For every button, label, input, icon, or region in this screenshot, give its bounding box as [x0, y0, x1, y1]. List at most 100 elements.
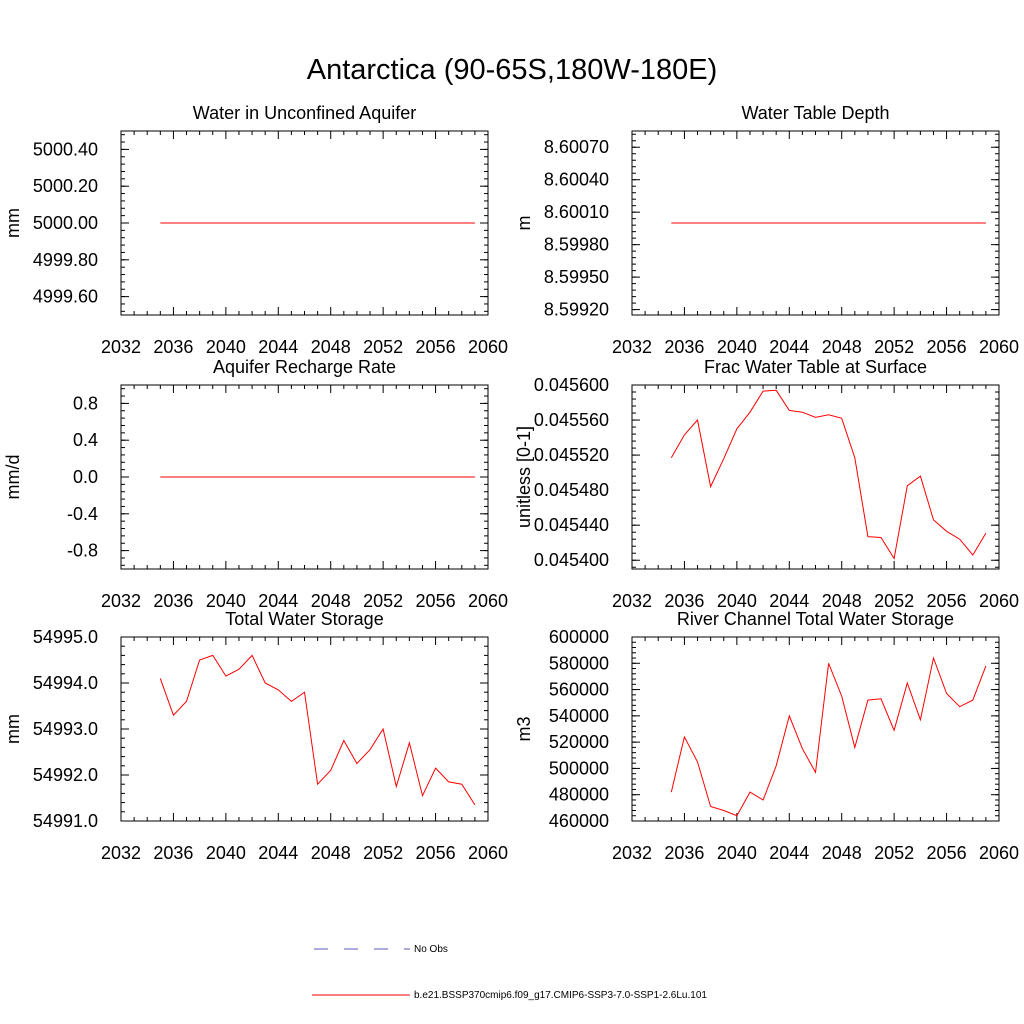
y-tick-label: 460000: [549, 811, 609, 831]
legend-model-label: b.e21.BSSP370cmip6.f09_g17.CMIP6-SSP3-7.…: [414, 990, 707, 1001]
x-tick-label: 2048: [311, 591, 351, 611]
x-tick-label: 2040: [206, 591, 246, 611]
x-tick-label: 2048: [822, 843, 862, 863]
x-tick-label: 2056: [927, 591, 967, 611]
chart-panel-5: Total Water Storage mm 2032 2036 2040 2044 204…: [3, 609, 508, 863]
x-tick-label: 2044: [258, 591, 298, 611]
x-tick-label: 2036: [664, 337, 704, 357]
y-axis-label: m: [514, 216, 534, 231]
y-tick-label: 600000: [549, 627, 609, 647]
y-tick-label: 4999.80: [33, 250, 98, 270]
x-tick-label: 2048: [822, 591, 862, 611]
chart-panel-3: Aquifer Recharge Rate mm/d 2032 2036 2040 204…: [3, 357, 508, 611]
y-tick-label: 560000: [549, 680, 609, 700]
chart-title: Frac Water Table at Surface: [704, 357, 927, 377]
y-axis-label: unitless [0-1]: [514, 426, 534, 528]
x-tick-label: 2032: [101, 591, 141, 611]
x-tick-label: 2052: [363, 591, 403, 611]
x-tick-label: 2056: [927, 337, 967, 357]
x-tick-label: 2052: [874, 591, 914, 611]
x-tick-label: 2060: [468, 591, 508, 611]
chart-panel-4: Frac Water Table at Surface unitless [0-1…: [514, 357, 1019, 611]
y-tick-label: 0.0: [73, 467, 98, 487]
y-tick-label: 0.4: [73, 430, 98, 450]
y-axis-label: mm: [3, 208, 23, 238]
legend-obs-label: No Obs: [414, 944, 448, 955]
x-tick-label: 2044: [258, 843, 298, 863]
x-tick-label: 2044: [258, 337, 298, 357]
x-tick-label: 2032: [101, 843, 141, 863]
x-tick-label: 2040: [717, 843, 757, 863]
x-tick-label: 2040: [206, 843, 246, 863]
x-tick-label: 2044: [769, 337, 809, 357]
y-tick-label: 4999.60: [33, 287, 98, 307]
x-tick-label: 2044: [769, 591, 809, 611]
x-tick-label: 2044: [769, 843, 809, 863]
x-tick-label: 2032: [612, 337, 652, 357]
y-tick-label: 8.60070: [544, 137, 609, 157]
x-tick-label: 2056: [416, 591, 456, 611]
y-tick-label: 8.59950: [544, 267, 609, 287]
x-tick-label: 2048: [311, 843, 351, 863]
x-tick-label: 2036: [664, 843, 704, 863]
x-tick-label: 2056: [927, 843, 967, 863]
x-tick-label: 2056: [416, 337, 456, 357]
chart-title: Total Water Storage: [225, 609, 383, 629]
y-tick-label: -0.8: [67, 541, 98, 561]
y-tick-label: 54995.0: [33, 627, 98, 647]
x-tick-label: 2040: [717, 591, 757, 611]
y-tick-label: 54993.0: [33, 719, 98, 739]
chart-title: River Channel Total Water Storage: [677, 609, 954, 629]
y-tick-label: 5000.20: [33, 176, 98, 196]
x-tick-label: 2060: [468, 843, 508, 863]
y-axis-label: m3: [514, 716, 534, 741]
y-tick-label: 0.045400: [534, 550, 609, 570]
y-tick-label: -0.4: [67, 504, 98, 524]
y-axis-label: mm: [3, 714, 23, 744]
x-tick-label: 2060: [979, 843, 1019, 863]
y-tick-label: 540000: [549, 706, 609, 726]
x-tick-label: 2036: [664, 591, 704, 611]
x-tick-label: 2056: [416, 843, 456, 863]
chart-title: Aquifer Recharge Rate: [213, 357, 396, 377]
chart-panel-2: Water Table Depth m 2032 2036 2040 2044 2048 20…: [514, 103, 1019, 357]
y-tick-label: 0.045440: [534, 515, 609, 535]
x-tick-label: 2060: [979, 337, 1019, 357]
y-tick-label: 580000: [549, 653, 609, 673]
x-tick-label: 2032: [612, 591, 652, 611]
y-axis-label: mm/d: [3, 455, 23, 500]
chart-panel-6: River Channel Total Water Storage m3 2032 2…: [514, 609, 1019, 863]
y-tick-label: 8.60010: [544, 202, 609, 222]
series-line: [670, 389, 987, 560]
x-tick-label: 2060: [979, 591, 1019, 611]
y-tick-label: 0.045480: [534, 480, 609, 500]
x-tick-label: 2048: [311, 337, 351, 357]
x-tick-label: 2040: [717, 337, 757, 357]
y-tick-label: 54994.0: [33, 673, 98, 693]
y-tick-label: 54992.0: [33, 765, 98, 785]
x-tick-label: 2060: [468, 337, 508, 357]
y-tick-label: 5000.00: [33, 213, 98, 233]
series-line: [670, 656, 987, 817]
y-tick-label: 8.59920: [544, 300, 609, 320]
x-tick-label: 2036: [153, 843, 193, 863]
y-tick-label: 0.045560: [534, 410, 609, 430]
x-tick-label: 2052: [874, 337, 914, 357]
x-tick-label: 2040: [206, 337, 246, 357]
series-line: [159, 654, 476, 806]
x-tick-label: 2032: [101, 337, 141, 357]
y-tick-label: 5000.40: [33, 139, 98, 159]
y-tick-label: 54991.0: [33, 811, 98, 831]
chart-title: Water Table Depth: [741, 103, 889, 123]
y-tick-label: 480000: [549, 785, 609, 805]
x-tick-label: 2052: [363, 337, 403, 357]
x-tick-label: 2036: [153, 337, 193, 357]
x-tick-label: 2052: [874, 843, 914, 863]
x-tick-label: 2048: [822, 337, 862, 357]
y-tick-label: 8.60040: [544, 170, 609, 190]
chart-panel-1: Water in Unconfined Aquifer mm 2032 2036 204…: [3, 103, 508, 357]
y-tick-label: 0.045520: [534, 445, 609, 465]
main-title: Antarctica (90-65S,180W-180E): [306, 54, 718, 86]
x-tick-label: 2052: [363, 843, 403, 863]
